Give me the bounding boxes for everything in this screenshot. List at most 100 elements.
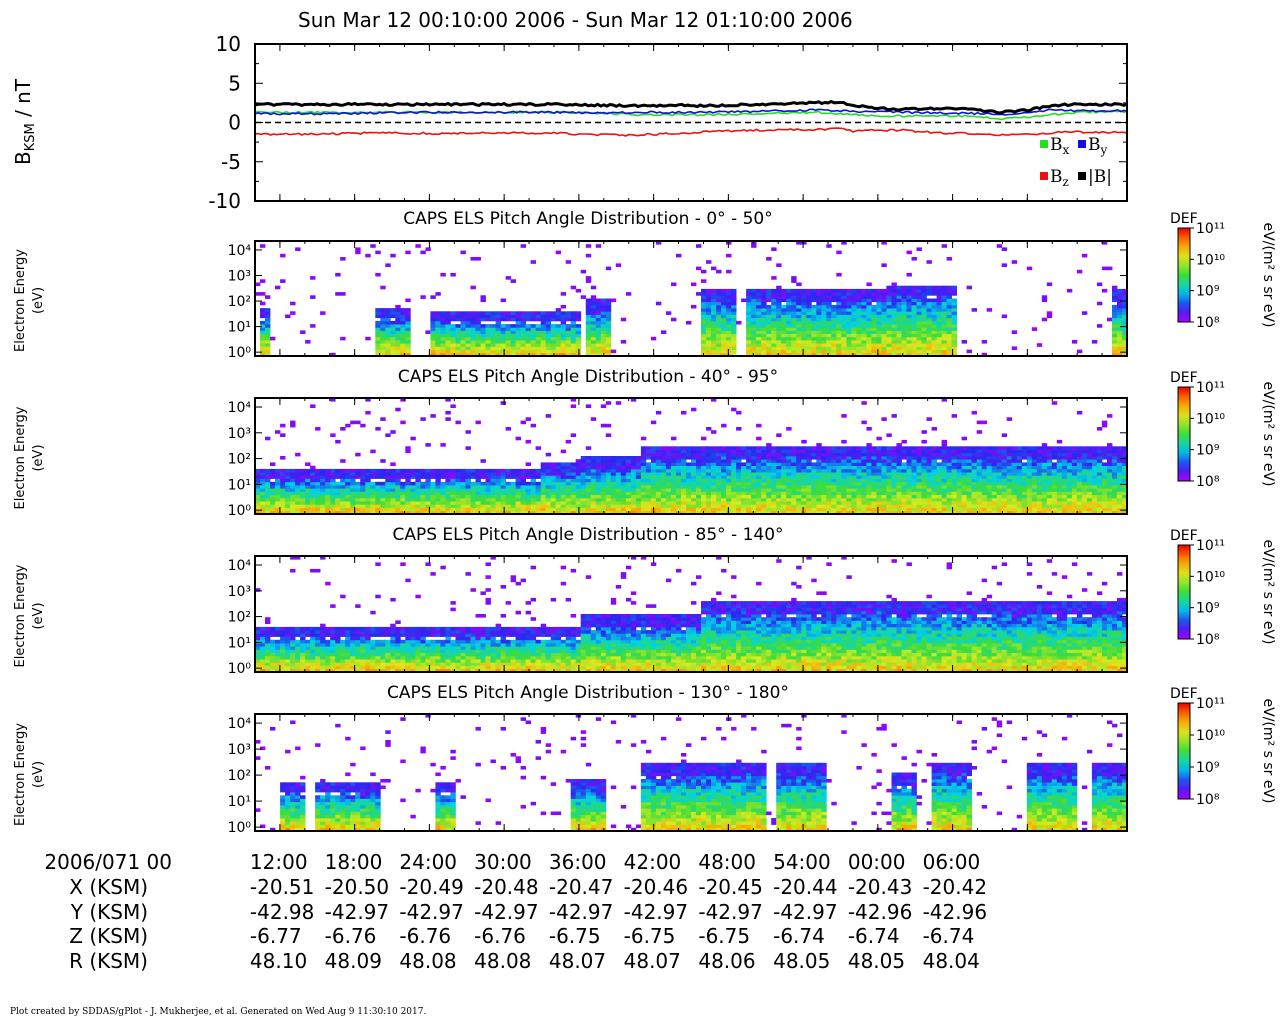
spectrogram-cell xyxy=(580,504,587,508)
spectrogram-cell xyxy=(911,285,917,290)
spectrogram-cell xyxy=(530,510,536,515)
spectrogram-cell xyxy=(280,475,286,479)
spectrogram-cell xyxy=(911,308,917,312)
spectrogram-cell xyxy=(470,346,476,350)
spectrogram-cell xyxy=(500,494,506,499)
spectrogram-cell xyxy=(500,507,506,512)
spectrogram-cell xyxy=(270,336,276,341)
spectrogram-cell xyxy=(891,346,897,350)
spectrogram-cell xyxy=(1112,352,1118,357)
spectrogram-cell xyxy=(751,311,757,315)
spectrogram-cell xyxy=(846,501,852,505)
spectrogram-cell xyxy=(756,292,762,296)
spectrogram-cell xyxy=(816,292,822,296)
spectrogram-cell xyxy=(305,468,311,473)
spectrogram-cell xyxy=(435,311,441,315)
spectrogram-cell xyxy=(470,324,476,328)
spectrogram-cell xyxy=(500,343,506,347)
spectrogram-cell xyxy=(996,456,1003,460)
spectrogram-cell xyxy=(430,507,436,512)
spectrogram-cell xyxy=(595,459,602,463)
spectrogram-cell xyxy=(836,468,842,473)
spectrogram-cell xyxy=(716,308,722,312)
spectrogram-cell xyxy=(445,507,451,512)
spectrogram-cell xyxy=(876,340,882,344)
spectrogram-cell xyxy=(771,501,777,505)
spectrogram-cell xyxy=(595,336,602,341)
spectrogram-cell xyxy=(911,311,917,315)
spectrogram-cell xyxy=(976,510,983,515)
spectrogram-cell xyxy=(706,352,712,357)
spectrogram-cell xyxy=(931,324,937,328)
spectrogram-cell xyxy=(726,472,732,476)
spectrogram-cell xyxy=(766,491,772,495)
spectrogram-cell xyxy=(555,504,562,508)
spectrogram-cell xyxy=(430,320,436,325)
spectrogram-cell xyxy=(375,507,381,512)
spectrogram-cell xyxy=(275,501,281,505)
spectrogram-cell xyxy=(620,478,627,483)
spectrogram-cell xyxy=(931,314,937,319)
spectrogram-cell xyxy=(886,295,892,299)
spectrogram-cell xyxy=(660,485,667,489)
spectrogram-cell xyxy=(716,472,722,476)
spectrogram-cell xyxy=(515,475,521,479)
spectrogram-cell xyxy=(691,507,697,512)
spectrogram-cell xyxy=(791,320,797,325)
spectrogram-cell xyxy=(996,465,1003,470)
spectrogram-cell xyxy=(986,501,993,505)
spectrogram-cell xyxy=(726,308,732,312)
spectrogram-cell xyxy=(941,398,947,402)
spectrogram-cell xyxy=(916,510,922,515)
spectrogram-cell xyxy=(941,349,947,354)
spectrogram-cell xyxy=(696,446,702,450)
spectrogram-cell xyxy=(620,497,627,502)
spectrogram-cell xyxy=(921,324,927,328)
spectrogram-cell xyxy=(360,423,366,428)
spectrogram-cell xyxy=(771,468,777,473)
spectrogram-cell xyxy=(555,352,562,357)
spectrogram-cell xyxy=(846,491,852,495)
spectrogram-cell xyxy=(640,468,647,473)
spectrogram-cell xyxy=(966,485,972,489)
spectrogram-cell xyxy=(766,352,772,357)
spectrogram-cell xyxy=(771,320,777,325)
spectrogram-cell xyxy=(465,446,471,450)
spectrogram-cell xyxy=(906,497,912,502)
spectrogram-cell xyxy=(505,504,511,508)
spectrogram-cell xyxy=(951,324,957,328)
spectrogram-cell xyxy=(701,327,707,331)
spectrogram-cell xyxy=(355,481,361,486)
spectrogram-cell xyxy=(836,333,842,338)
spectrogram-cell xyxy=(721,298,727,303)
spectrogram-cell xyxy=(886,456,892,460)
spectrogram-cell xyxy=(991,507,998,512)
spectrogram-cell xyxy=(791,298,797,303)
spectrogram-cell xyxy=(480,497,486,502)
spectrogram-cell xyxy=(941,244,947,248)
spectrogram-cell xyxy=(836,507,842,512)
spectrogram-cell xyxy=(1011,507,1018,512)
spectrogram-cell xyxy=(936,472,942,476)
spectrogram-cell xyxy=(731,456,737,460)
spectrogram-cell xyxy=(540,491,547,495)
spectrogram-cell xyxy=(545,317,552,322)
spectrogram-cell xyxy=(1122,308,1128,312)
spectrogram-cell xyxy=(726,485,732,489)
spectrogram-cell xyxy=(756,462,762,466)
spectrogram-cell xyxy=(435,349,441,354)
spectrogram-cell xyxy=(791,279,797,283)
spectrogram-cell xyxy=(711,333,717,338)
spectrogram-cell xyxy=(726,346,732,350)
spectrogram-cell xyxy=(971,446,977,450)
spectrogram-cell xyxy=(320,497,326,502)
spectrogram-cell xyxy=(615,475,622,479)
spectrogram-cell xyxy=(585,340,592,344)
spectrogram-cell xyxy=(395,330,401,334)
spectrogram-cell xyxy=(270,510,276,515)
spectrogram-cell xyxy=(320,504,326,508)
spectrogram-cell xyxy=(981,468,988,473)
spectrogram-cell xyxy=(786,481,792,486)
spectrogram-cell xyxy=(530,352,536,357)
spectrogram-cell xyxy=(590,298,597,303)
